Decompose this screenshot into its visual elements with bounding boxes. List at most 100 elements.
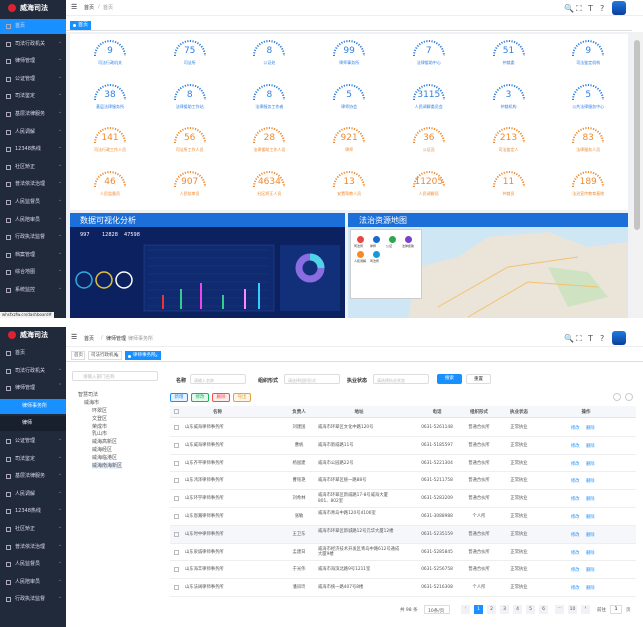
row-link[interactable]: 修改 xyxy=(571,550,580,556)
row-link[interactable]: 修改 xyxy=(571,568,580,574)
menu-item[interactable]: 社区矫正 ⌄ xyxy=(0,522,66,537)
menu-item[interactable]: 基层法律服务 ⌄ xyxy=(0,107,66,122)
page-number[interactable]: 2 xyxy=(487,605,496,614)
menu-item[interactable]: 律师管理 ⌄ xyxy=(0,54,66,69)
menu-item[interactable]: 人民陪审员 ⌄ xyxy=(0,575,66,590)
row-link[interactable]: 删除 xyxy=(586,479,595,485)
tree-node[interactable]: 威海临港区 xyxy=(92,454,118,461)
hamburger[interactable]: ☰ xyxy=(71,3,78,11)
hamburger[interactable]: ☰ xyxy=(71,333,78,341)
row-link[interactable]: 修改 xyxy=(571,532,580,538)
tree-search[interactable]: 请输入部门名称 xyxy=(72,371,158,381)
menu-item[interactable]: 综合地图 ⌄ xyxy=(0,265,66,280)
menu-item[interactable]: 人民陪审员 ⌄ xyxy=(0,213,66,228)
toolbar-icon[interactable] xyxy=(625,393,633,401)
menu-item[interactable]: 人民调解 ⌄ xyxy=(0,487,66,502)
tab-close[interactable]: × xyxy=(115,353,119,358)
checkbox[interactable] xyxy=(174,531,179,537)
row-link[interactable]: 删除 xyxy=(586,426,595,431)
row-link[interactable]: 修改 xyxy=(571,461,580,467)
checkbox[interactable] xyxy=(174,409,179,414)
row-link[interactable]: 删除 xyxy=(586,532,595,538)
page-number[interactable]: 4 xyxy=(513,605,522,614)
menu-item[interactable]: 12348热线 ⌄ xyxy=(0,142,66,157)
row-link[interactable]: 删除 xyxy=(586,586,595,592)
header-icon[interactable]: T xyxy=(588,4,593,13)
menu-item[interactable]: 公证管理 ⌄ xyxy=(0,72,66,87)
page-number[interactable]: 10 xyxy=(568,605,577,614)
avatar[interactable] xyxy=(612,331,626,345)
row-link[interactable]: 删除 xyxy=(586,443,595,449)
tab[interactable]: 司法行政机关 × xyxy=(88,351,122,360)
menu-item[interactable]: 系统监控 ⌄ xyxy=(0,283,66,298)
header-icon[interactable]: ⛶ xyxy=(576,4,582,13)
row-link[interactable]: 修改 xyxy=(571,497,580,503)
page-number[interactable]: 1 xyxy=(474,605,483,614)
header-icon[interactable]: T xyxy=(588,334,593,343)
header-icon[interactable]: ? xyxy=(600,334,605,343)
page-size[interactable]: 10条/页 xyxy=(424,605,450,614)
row-link[interactable]: 删除 xyxy=(586,568,595,574)
submenu-item[interactable]: 律师 xyxy=(0,416,66,432)
page-prev[interactable]: ‹ xyxy=(461,605,470,614)
checkbox[interactable] xyxy=(174,549,179,555)
tab-close[interactable]: × xyxy=(154,353,158,358)
tree-node[interactable]: 乳山市 xyxy=(92,431,108,438)
menu-item[interactable]: 人民监督员 ⌄ xyxy=(0,557,66,572)
reset-button[interactable]: 重置 xyxy=(466,374,491,384)
menu-item[interactable]: 司法行政机关 ⌄ xyxy=(0,37,66,52)
checkbox[interactable] xyxy=(174,496,179,502)
goto-input[interactable]: 1 xyxy=(610,605,622,614)
checkbox[interactable] xyxy=(174,478,179,484)
tree-node[interactable]: 威海市 xyxy=(84,400,100,406)
menu-item[interactable]: 人民调解 ⌄ xyxy=(0,125,66,140)
tree-node[interactable]: 环翠区 xyxy=(92,408,108,414)
tree-node[interactable]: 荣成市 xyxy=(92,423,108,430)
legend-icon[interactable] xyxy=(357,251,364,258)
menu-item[interactable]: 律师管理 ⌃ xyxy=(0,381,66,396)
row-link[interactable]: 修改 xyxy=(571,443,580,449)
menu-item[interactable]: 司法行政机关 ⌄ xyxy=(0,364,66,379)
menu-item[interactable]: 行政执法监督 ⌄ xyxy=(0,592,66,607)
row-link[interactable]: 删除 xyxy=(586,550,595,556)
page-number[interactable]: 5 xyxy=(526,605,535,614)
menu-item[interactable]: 档案管理 ⌄ xyxy=(0,248,66,263)
menu-item[interactable]: 普法依法治理 ⌄ xyxy=(0,540,66,555)
menu-item[interactable]: 行政执法监督 ⌄ xyxy=(0,230,66,245)
menu-item[interactable]: 社区矫正 ⌄ xyxy=(0,160,66,175)
menu-item[interactable]: 首页 xyxy=(0,19,66,34)
action-button[interactable]: 导出 xyxy=(233,393,251,402)
avatar[interactable] xyxy=(612,1,626,15)
tree-node[interactable]: 威海经区 xyxy=(92,447,113,453)
action-button[interactable]: 删除 xyxy=(212,393,230,402)
search-button[interactable]: 搜索 xyxy=(437,374,462,384)
page-number[interactable]: 6 xyxy=(539,605,548,614)
header-icon[interactable]: 🔍 xyxy=(564,334,574,343)
tab[interactable]: 律师事务所 × xyxy=(125,351,161,360)
checkbox[interactable] xyxy=(174,460,179,466)
legend-icon[interactable] xyxy=(389,236,396,243)
menu-item[interactable]: 普法依法治理 ⌄ xyxy=(0,177,66,192)
menu-item[interactable]: 首页 xyxy=(0,346,66,361)
checkbox[interactable] xyxy=(174,585,179,591)
menu-item[interactable]: 司法鉴定 ⌄ xyxy=(0,89,66,104)
action-button[interactable]: 修改 xyxy=(191,393,209,402)
row-link[interactable]: 删除 xyxy=(586,497,595,503)
tree-node[interactable]: 智慧司法 xyxy=(78,392,99,398)
filter-input[interactable]: 请选择执业状态 xyxy=(373,374,429,384)
checkbox[interactable] xyxy=(174,425,179,430)
tree-node[interactable]: 文登区 xyxy=(92,415,108,422)
menu-item[interactable]: 司法鉴定 ⌄ xyxy=(0,452,66,467)
header-icon[interactable]: 🔍 xyxy=(564,4,574,13)
menu-item[interactable]: 基层法律服务 ⌄ xyxy=(0,469,66,484)
page-number[interactable]: 3 xyxy=(500,605,509,614)
header-icon[interactable]: ⛶ xyxy=(576,334,582,343)
row-link[interactable]: 删除 xyxy=(586,515,595,520)
row-link[interactable]: 修改 xyxy=(571,479,580,485)
tab[interactable]: 首页 xyxy=(71,351,85,360)
menu-item[interactable]: 人民监督员 ⌄ xyxy=(0,195,66,210)
checkbox[interactable] xyxy=(174,442,179,448)
legend-icon[interactable] xyxy=(357,236,364,243)
action-button[interactable]: 新增 xyxy=(170,393,188,402)
filter-input[interactable]: 请输入名称 xyxy=(190,374,246,384)
